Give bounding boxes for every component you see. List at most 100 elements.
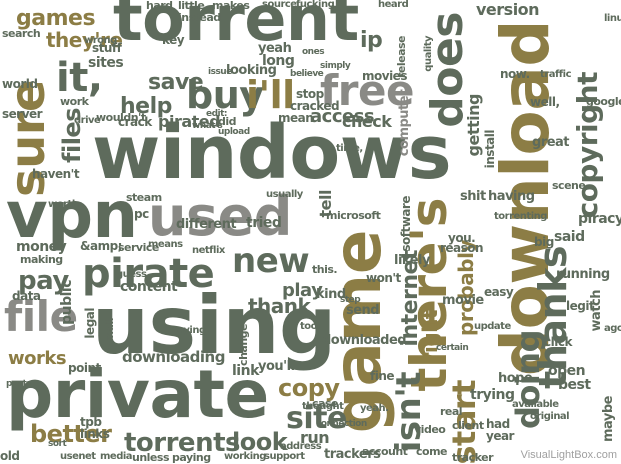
word-what-s: what's [192,121,223,131]
word-step: step [340,295,361,305]
word-you: you. [448,231,476,245]
word-update: update [474,321,511,332]
word-file: file [4,292,78,341]
word-video: video [414,423,446,436]
word-right: right [418,310,442,363]
word-downloading: downloading [122,348,225,366]
word-time: time, [336,143,363,154]
word-scene: scene [552,179,586,192]
word-posts: posts [6,379,32,389]
word-different: different [176,217,237,232]
word-open: open [548,363,586,379]
word-looking: looking [226,63,277,78]
word-paying: paying [172,451,211,464]
word-ago: ago [604,323,621,334]
word-links: links [80,427,110,441]
word-stop: stop [296,87,324,101]
word-simply: simply [320,61,351,71]
word-thank: thank [248,294,311,318]
word-play: play [282,280,323,301]
word-sort: sort [48,439,67,449]
word-public: public [59,280,75,325]
word-buy: buy [186,73,264,117]
word-watch: watch [589,290,604,332]
word-used: used [148,185,292,248]
word-install: install [483,130,497,169]
word-likely: likely [394,253,430,268]
word-movies: movies [362,69,407,83]
word-torrent: torrent [113,0,359,55]
word-access: access [310,106,375,127]
word-microsoft: microsoft [326,209,381,222]
word-trackers: trackers [324,447,381,462]
word-believe: believe [290,69,324,79]
word-windows: windows [92,110,452,196]
word-service: service [118,241,159,254]
word-fine: fine [370,369,395,383]
word-drive: drive [74,115,101,126]
word-world: world [2,77,38,91]
watermark-text: VisualLightBox.com [520,449,617,461]
word-isn-t: isn't [389,372,429,453]
word-come: come [416,445,448,458]
word-cracked: cracked [290,99,340,113]
word-site: site [286,401,347,436]
word-data: data [12,289,41,303]
word-well: well, [530,95,560,109]
word-haven-t: haven't [32,167,80,181]
word-had: had [486,417,510,431]
word-link: link [232,363,259,379]
word-computer: computer [397,90,412,157]
word-real: real [440,405,463,418]
word-issue: issue [208,67,232,77]
word-trying: trying [470,387,515,403]
word-edit: edit: [206,109,228,119]
word-money: money [16,239,67,255]
word-year: year [486,429,514,443]
word-crack: crack [118,115,152,129]
word-having: having [488,189,535,204]
word-kind: kind [316,287,346,302]
word-yeah: yeah [258,41,292,56]
word-making: making [20,253,63,266]
word-private: private [6,356,269,433]
word-won-t: won't [366,271,401,285]
word-hope: hope [498,371,533,386]
word-pirate: pirate [82,251,215,297]
word-mean: mean [278,111,314,125]
word-torrents: torrents [124,428,240,458]
word-tracker: tracker [452,451,494,464]
word-worth: worth [48,199,79,210]
word-now: now. [500,67,530,81]
word-vpn: vpn [6,179,138,253]
word-wrong: wrong [84,35,117,46]
word-pirated: pirated [158,112,221,131]
word-best: best [558,377,591,393]
word-heard: heard [378,0,409,10]
word-google: google [586,95,621,108]
word-pay: pay [18,266,69,296]
word-run: run [300,428,330,447]
word-certain: certain [436,343,469,353]
word-it: it, [56,55,103,101]
word-unless: unless [132,451,170,464]
word-sites: sites [88,55,124,71]
word-usenet: usenet [60,451,96,462]
word-media: media [100,451,133,462]
word-torrenting: torrenting [494,211,547,222]
word-too: too. [300,321,321,332]
word-steam: steam [126,191,162,204]
word-better: better [30,420,112,448]
word-original: original [530,411,570,422]
word-quality: quality [423,36,434,72]
word-i-ll: i'll [246,73,295,117]
word-send: send [346,303,380,318]
word-release: release [395,36,408,79]
word-fucking: fucking [296,0,335,10]
word-guess: guess [116,269,147,280]
word-they-re: they're [46,28,123,52]
word-great: great [532,135,570,150]
word-ones: ones [302,47,325,57]
word-ip: ip [360,28,383,53]
word-long: long [262,53,295,69]
